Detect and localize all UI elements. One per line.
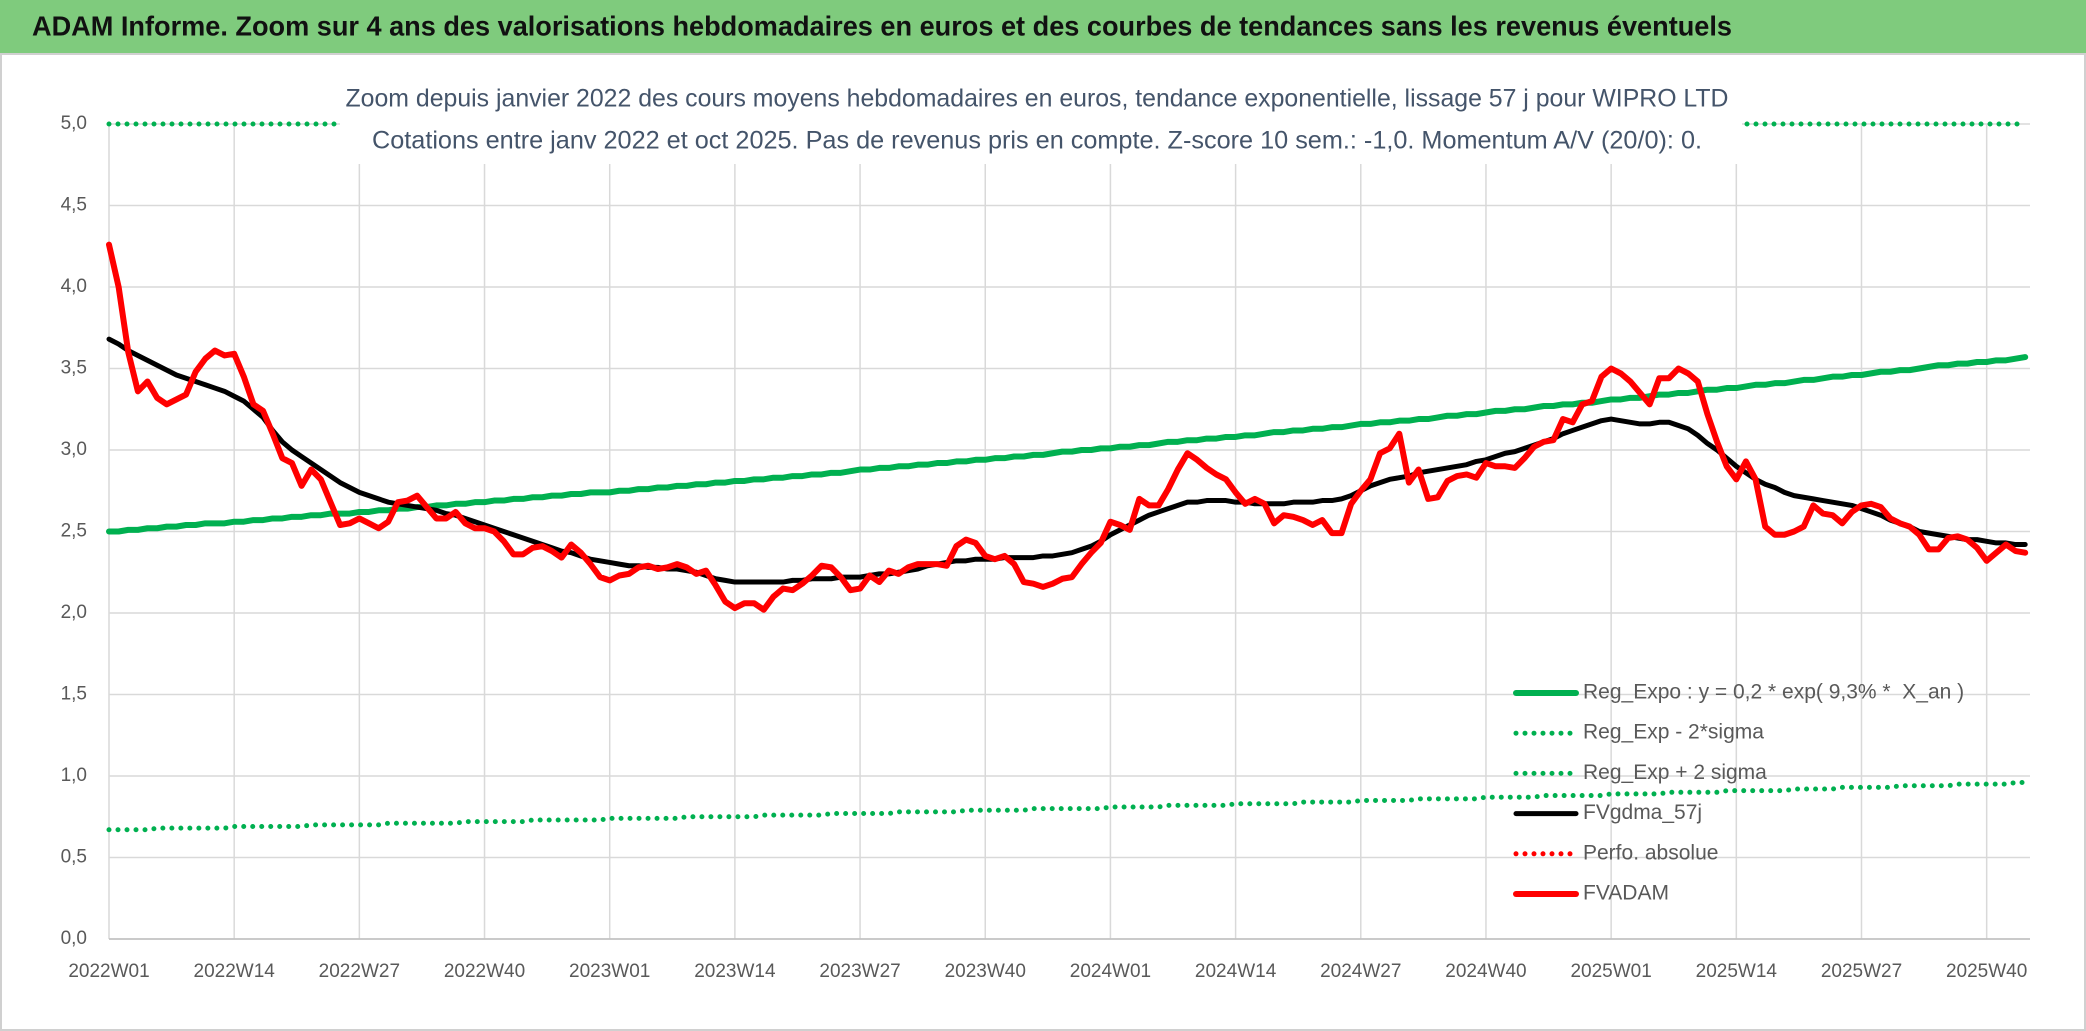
legend-label: FVADAM [1583,882,1669,905]
series-line [106,241,2029,613]
y-tick-label: 2,0 [61,602,87,623]
y-tick-label: 4,5 [61,195,87,216]
y-tick-label: 4,0 [61,276,87,297]
x-tick-label: 2025W27 [1821,961,1902,982]
y-tick-label: 1,0 [61,765,87,786]
x-tick-label: 2022W27 [319,961,400,982]
y-tick-label: 2,5 [61,521,87,542]
x-tick-label: 2022W14 [194,961,276,982]
x-tick-label: 2024W01 [1070,961,1151,982]
y-tick-label: 0,0 [61,928,87,949]
legend-label: Reg_Expo : y = 0,2 * exp( 9,3% * X_an ) [1583,681,1964,704]
legend: Reg_Expo : y = 0,2 * exp( 9,3% * X_an ) R… [1513,681,1964,905]
x-tick-label: 2023W01 [569,961,650,982]
y-tick-label: 3,5 [61,358,87,379]
y-tick-label: 5,0 [61,113,87,134]
series-line [106,780,2028,833]
subtitle-box [340,74,1742,164]
x-tick-label: 2023W40 [945,961,1026,982]
chart-frame [0,53,2086,1031]
y-tick-label: 1,5 [61,684,87,705]
x-tick-label: 2022W40 [444,961,525,982]
x-tick-label: 2024W27 [1320,961,1401,982]
legend-label: Reg_Exp + 2 sigma [1583,761,1767,784]
chart-subtitle: Cotations entre janv 2022 et oct 2025. P… [372,127,1702,155]
x-tick-label: 2024W14 [1195,961,1277,982]
y-tick-label: 0,5 [61,847,87,868]
x-tick-label: 2025W14 [1696,961,1778,982]
legend-label: Perfo. absolue [1583,841,1718,864]
legend-label: FVgdma_57j [1583,801,1702,824]
x-tick-label: 2024W40 [1445,961,1526,982]
plot-area: 0,0 0,5 1,0 1,5 2,0 2,5 3,0 3,5 4,0 4,5 5,0 2022W01… [61,113,2030,982]
y-tick-label: 3,0 [61,439,87,460]
x-tick-label: 2022W01 [68,961,149,982]
header-title: ADAM Informe. Zoom sur 4 ans des valoris… [32,10,1732,41]
x-tick-label: 2023W14 [694,961,776,982]
x-tick-label: 2023W27 [819,961,900,982]
x-tick-label: 2025W40 [1946,961,2027,982]
x-tick-label: 2025W01 [1570,961,1651,982]
chart-subtitle: Zoom depuis janvier 2022 des cours moyen… [346,85,1729,113]
legend-label: Reg_Exp - 2*sigma [1583,721,1764,744]
header-bar [0,0,2086,53]
